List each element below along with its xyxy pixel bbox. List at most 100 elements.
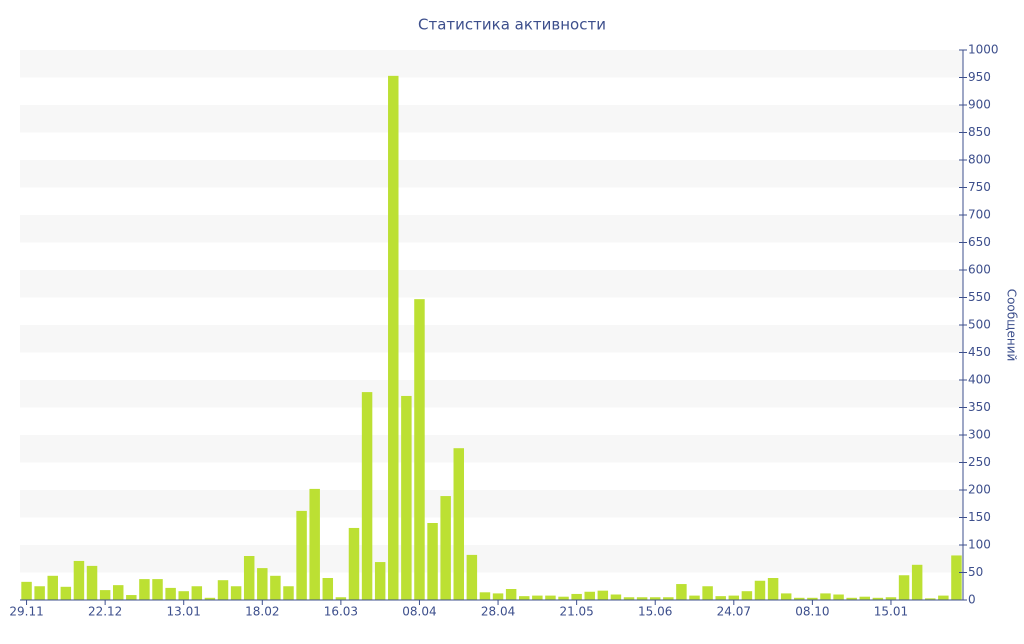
bar <box>649 597 661 600</box>
grid-band <box>20 380 963 408</box>
x-tick-label: 21.05 <box>559 605 593 619</box>
y-tick-label: 450 <box>968 345 991 359</box>
bar <box>794 597 805 600</box>
bar <box>322 578 334 600</box>
y-tick-label: 350 <box>968 400 991 414</box>
bar <box>623 597 635 600</box>
x-tick-label: 16.03 <box>324 605 358 619</box>
bar <box>453 448 464 600</box>
bar <box>243 556 255 600</box>
bar <box>571 593 582 600</box>
bar <box>165 587 176 600</box>
bar <box>689 595 700 600</box>
y-tick-label: 0 <box>968 593 976 607</box>
x-tick-label: 24.07 <box>717 605 751 619</box>
y-tick-label: 700 <box>968 208 991 222</box>
bar <box>846 597 857 600</box>
bar <box>34 586 45 600</box>
bar <box>898 575 910 600</box>
grid-band <box>20 490 963 518</box>
bar <box>21 581 32 600</box>
bar <box>361 392 373 600</box>
bar <box>492 593 504 600</box>
bar <box>152 579 163 600</box>
y-tick-label: 100 <box>968 538 991 552</box>
bar <box>597 590 609 600</box>
bar <box>702 586 713 600</box>
bar <box>780 593 792 600</box>
bar <box>807 597 818 600</box>
bar <box>663 597 674 600</box>
y-tick-label: 800 <box>968 153 991 167</box>
y-tick-label: 50 <box>968 565 983 579</box>
bar <box>99 590 111 600</box>
x-tick-label: 13.01 <box>167 605 201 619</box>
y-tick-label: 150 <box>968 510 991 524</box>
bar <box>833 594 844 600</box>
grid-band <box>20 215 963 243</box>
y-tick-label: 200 <box>968 483 991 497</box>
bar <box>885 597 897 600</box>
y-tick-label: 650 <box>968 235 991 249</box>
bar <box>859 596 871 600</box>
y-tick-label: 400 <box>968 373 991 387</box>
bar <box>715 596 726 600</box>
y-tick-label: 850 <box>968 125 991 139</box>
y-tick-label: 1000 <box>968 43 999 57</box>
grid-band <box>20 50 963 78</box>
bar <box>519 596 530 600</box>
bar <box>296 510 307 600</box>
y-tick-label: 600 <box>968 263 991 277</box>
bar <box>925 598 936 600</box>
bar <box>676 584 687 600</box>
x-tick-label: 08.10 <box>795 605 829 619</box>
bar <box>820 593 831 600</box>
bar <box>532 595 543 600</box>
bar <box>47 575 58 600</box>
y-axis-title: Сообщений <box>1005 289 1019 362</box>
grid-band <box>20 325 963 353</box>
bar <box>545 595 556 600</box>
bar <box>636 597 648 600</box>
x-tick-label: 22.12 <box>88 605 122 619</box>
bar <box>270 575 281 600</box>
y-tick-label: 950 <box>968 70 991 84</box>
bar <box>427 523 438 600</box>
bar <box>872 597 884 600</box>
bar <box>558 596 569 600</box>
bar <box>73 560 85 600</box>
bar <box>191 586 203 600</box>
x-tick-label: 29.11 <box>9 605 43 619</box>
grid-band <box>20 160 963 188</box>
bar <box>767 578 779 600</box>
y-tick-label: 900 <box>968 98 991 112</box>
bar <box>204 597 216 600</box>
bar <box>139 579 150 600</box>
bar <box>951 555 962 600</box>
bar <box>505 589 517 600</box>
y-tick-label: 750 <box>968 180 991 194</box>
bar <box>60 586 72 600</box>
bar <box>283 586 294 600</box>
bar <box>335 597 347 600</box>
bar <box>86 565 98 600</box>
x-tick-label: 15.01 <box>874 605 908 619</box>
bar <box>257 568 268 600</box>
grid-band <box>20 105 963 133</box>
bar <box>374 562 386 600</box>
bar <box>440 496 451 600</box>
bar <box>754 580 766 600</box>
bar <box>230 586 242 600</box>
bar <box>112 585 124 600</box>
bar <box>610 594 622 600</box>
x-tick-label: 18.02 <box>245 605 279 619</box>
bar <box>466 554 478 600</box>
y-tick-label: 550 <box>968 290 991 304</box>
bar <box>388 75 399 601</box>
bar <box>584 591 595 600</box>
chart-title: Статистика активности <box>418 16 606 34</box>
bar <box>309 488 320 600</box>
y-tick-label: 250 <box>968 455 991 469</box>
x-tick-label: 15.06 <box>638 605 672 619</box>
bar <box>741 591 753 600</box>
